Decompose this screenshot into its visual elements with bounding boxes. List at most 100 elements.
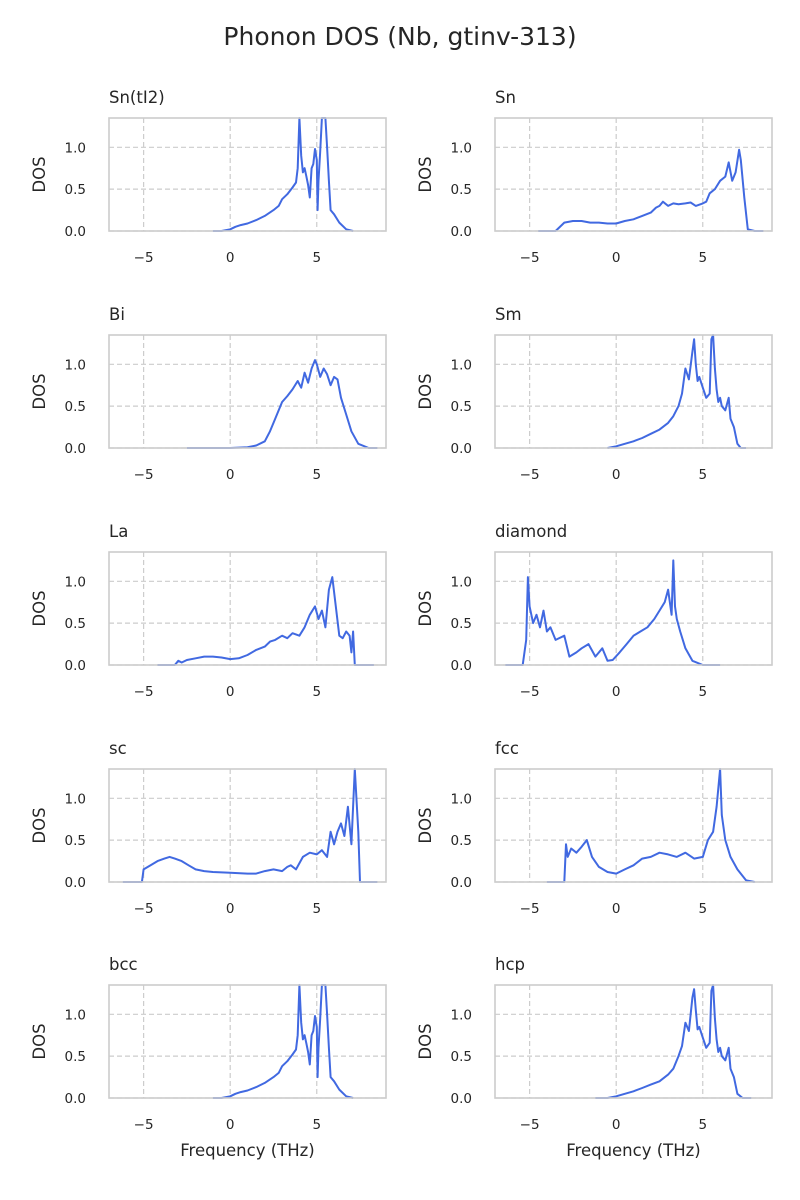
y-tick-label: 0.0 (451, 875, 472, 891)
x-tick-label: 0 (226, 467, 235, 483)
panel-title: diamond (495, 522, 567, 541)
y-axis-label: DOS (30, 807, 49, 843)
y-tick-label: 0.5 (65, 399, 86, 415)
y-axis-label: DOS (416, 807, 435, 843)
figure-title: Phonon DOS (Nb, gtinv-313) (223, 22, 576, 51)
x-tick-label: 0 (226, 250, 235, 266)
plot-frame (494, 551, 773, 666)
panel-title: Sn(tI2) (109, 88, 165, 107)
x-tick-label: 0 (612, 467, 621, 483)
x-tick-label: −5 (134, 1117, 154, 1133)
y-tick-label: 0.0 (451, 224, 472, 240)
y-tick-label: 0.5 (451, 399, 472, 415)
y-axis-label: DOS (416, 1023, 435, 1059)
y-tick-label: 0.0 (65, 658, 86, 674)
panel-4: La DOS 0.0 0.5 1.0 −5 0 5 (30, 522, 387, 700)
panel-0: Sn(tI2) DOS 0.0 0.5 1.0 −5 0 5 (30, 88, 387, 266)
panel-title: La (109, 522, 128, 541)
panel-2: Bi DOS 0.0 0.5 1.0 −5 0 5 (30, 305, 387, 483)
y-axis-label: DOS (416, 156, 435, 192)
x-tick-label: 0 (226, 684, 235, 700)
y-tick-label: 0.5 (451, 833, 472, 849)
y-axis-label: DOS (416, 373, 435, 409)
x-tick-label: 5 (312, 901, 321, 917)
dos-series-line (122, 768, 378, 883)
plot-frame (108, 768, 387, 883)
x-tick-label: 5 (698, 684, 707, 700)
y-tick-label: 0.0 (65, 441, 86, 457)
x-tick-label: 5 (698, 467, 707, 483)
y-axis-label: DOS (30, 1023, 49, 1059)
panel-5: diamond DOS 0.0 0.5 1.0 −5 0 5 (416, 522, 773, 700)
plot-frame (108, 117, 387, 232)
y-axis-label: DOS (30, 373, 49, 409)
y-tick-label: 1.0 (65, 1007, 86, 1023)
x-tick-label: 0 (226, 1117, 235, 1133)
y-tick-label: 0.0 (451, 658, 472, 674)
dos-series-line (212, 984, 354, 1099)
x-tick-label: −5 (520, 1117, 540, 1133)
panel-title: fcc (495, 739, 519, 758)
y-tick-label: 0.5 (451, 616, 472, 632)
dos-series-line (538, 148, 764, 232)
x-tick-label: 5 (698, 250, 707, 266)
y-tick-label: 1.0 (451, 357, 472, 373)
y-axis-label: DOS (30, 156, 49, 192)
panel-6: sc DOS 0.0 0.5 1.0 −5 0 5 (30, 739, 387, 917)
x-tick-label: 5 (698, 1117, 707, 1133)
plot-frame (494, 334, 773, 449)
y-tick-label: 0.5 (451, 1049, 472, 1065)
y-tick-label: 1.0 (65, 791, 86, 807)
plot-frame (108, 551, 387, 666)
x-tick-label: 5 (312, 467, 321, 483)
x-tick-label: −5 (134, 901, 154, 917)
x-axis-label: Frequency (THz) (180, 1141, 315, 1160)
y-tick-label: 1.0 (451, 140, 472, 156)
dos-series-line (595, 984, 752, 1099)
panel-title: sc (109, 739, 127, 758)
x-tick-label: 5 (312, 684, 321, 700)
panel-title: Sn (495, 88, 516, 107)
panels-container: Sn(tI2) DOS 0.0 0.5 1.0 −5 0 5 Sn DOS 0.0 0.5 1.0 −5 0… (30, 88, 773, 1160)
y-tick-label: 0.5 (451, 182, 472, 198)
y-tick-label: 0.0 (451, 441, 472, 457)
x-tick-label: 5 (312, 250, 321, 266)
panel-title: hcp (495, 955, 525, 974)
panel-title: Sm (495, 305, 522, 324)
y-tick-label: 1.0 (65, 140, 86, 156)
x-tick-label: −5 (134, 467, 154, 483)
x-tick-label: 0 (226, 901, 235, 917)
y-tick-label: 0.0 (65, 224, 86, 240)
y-tick-label: 0.0 (65, 1091, 86, 1107)
x-tick-label: 0 (612, 684, 621, 700)
y-tick-label: 1.0 (451, 1007, 472, 1023)
x-tick-label: 5 (312, 1117, 321, 1133)
plot-frame (494, 768, 773, 883)
panel-title: Bi (109, 305, 125, 324)
panel-9: hcp DOS 0.0 0.5 1.0 −5 0 5 Frequency (THz) (416, 955, 773, 1160)
y-tick-label: 0.5 (65, 616, 86, 632)
y-tick-label: 1.0 (65, 357, 86, 373)
panel-7: fcc DOS 0.0 0.5 1.0 −5 0 5 (416, 739, 773, 917)
panel-1: Sn DOS 0.0 0.5 1.0 −5 0 5 (416, 88, 773, 266)
plot-frame (494, 117, 773, 232)
x-tick-label: 5 (698, 901, 707, 917)
panel-3: Sm DOS 0.0 0.5 1.0 −5 0 5 (416, 305, 773, 483)
y-tick-label: 0.5 (65, 182, 86, 198)
y-tick-label: 0.0 (65, 875, 86, 891)
y-tick-label: 0.0 (451, 1091, 472, 1107)
plot-frame (108, 984, 387, 1099)
x-tick-label: −5 (520, 250, 540, 266)
x-axis-label: Frequency (THz) (566, 1141, 701, 1160)
dos-series-line (212, 117, 354, 232)
y-tick-label: 1.0 (65, 574, 86, 590)
x-tick-label: −5 (520, 901, 540, 917)
x-tick-label: −5 (134, 250, 154, 266)
y-axis-label: DOS (30, 590, 49, 626)
panel-8: bcc DOS 0.0 0.5 1.0 −5 0 5 Frequency (THz) (30, 955, 387, 1160)
x-tick-label: −5 (520, 467, 540, 483)
x-tick-label: 0 (612, 901, 621, 917)
plot-frame (494, 984, 773, 1099)
y-tick-label: 0.5 (65, 833, 86, 849)
